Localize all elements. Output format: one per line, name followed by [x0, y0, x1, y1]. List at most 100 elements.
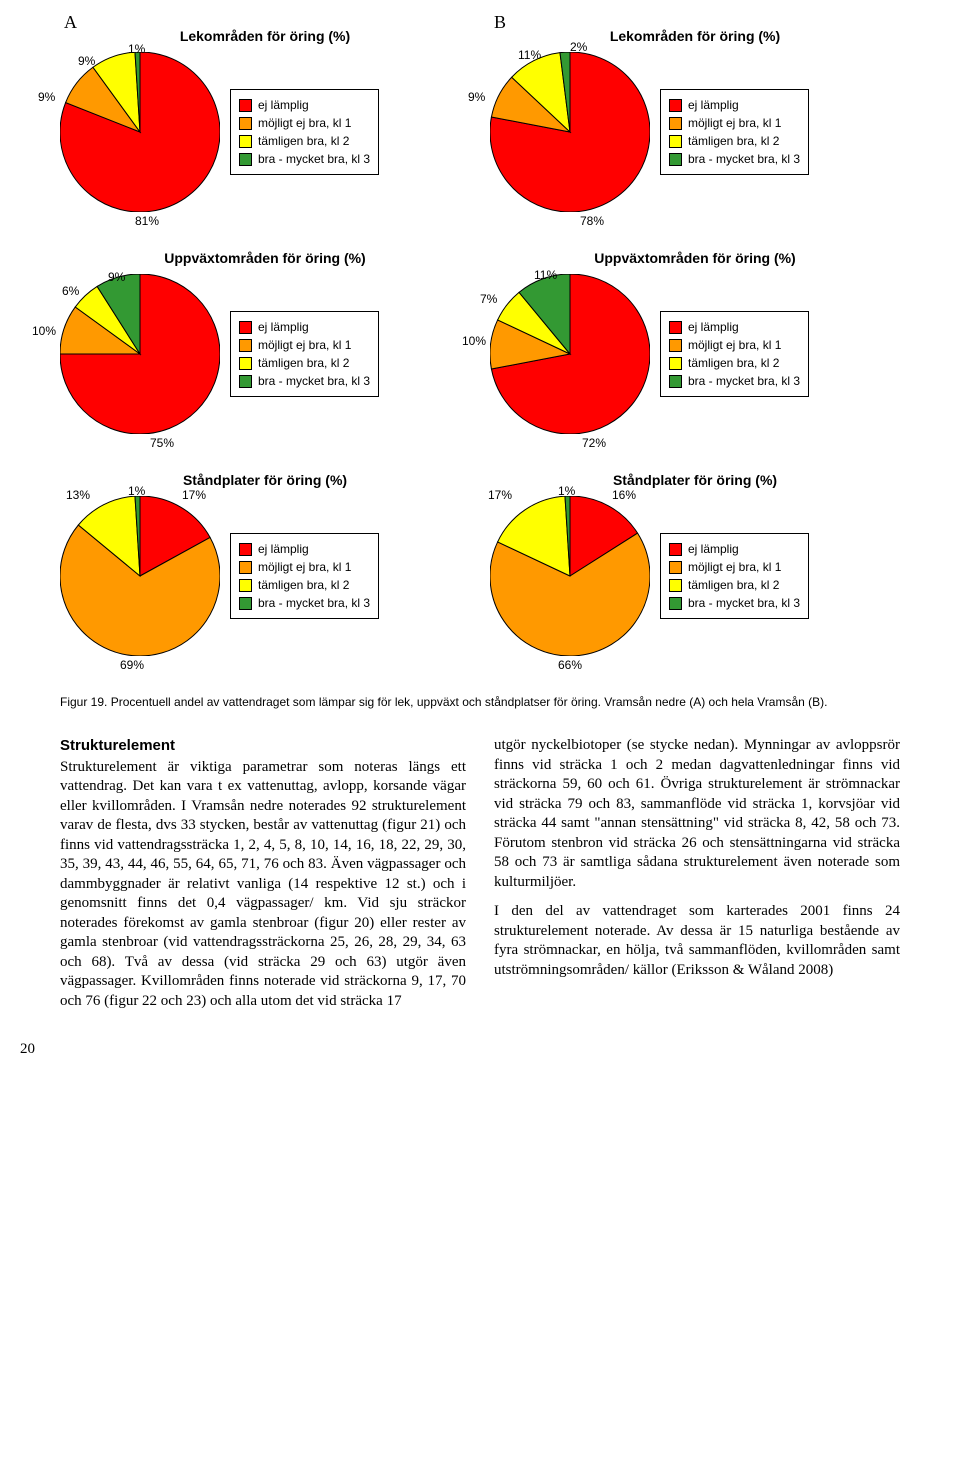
legend: ej lämpligmöjligt ej bra, kl 1tämligen b…: [660, 89, 809, 175]
legend-item: ej lämplig: [669, 318, 800, 336]
pct-label: 1%: [128, 42, 145, 56]
pct-label: 9%: [108, 270, 125, 284]
column-label: A: [64, 12, 77, 33]
legend-item: ej lämplig: [239, 96, 370, 114]
legend-label: ej lämplig: [258, 96, 309, 114]
chart-body: 16%66%17%1%ej lämpligmöjligt ej bra, kl …: [490, 496, 900, 656]
legend-label: ej lämplig: [258, 540, 309, 558]
legend-item: bra - mycket bra, kl 3: [669, 372, 800, 390]
legend-swatch: [239, 375, 252, 388]
legend: ej lämpligmöjligt ej bra, kl 1tämligen b…: [230, 311, 379, 397]
legend: ej lämpligmöjligt ej bra, kl 1tämligen b…: [230, 89, 379, 175]
chart-cell: BLekområden för öring (%)78%9%11%2%ej lä…: [490, 20, 900, 232]
legend-item: tämligen bra, kl 2: [239, 354, 370, 372]
pct-label: 9%: [468, 90, 485, 104]
legend-label: bra - mycket bra, kl 3: [258, 150, 370, 168]
chart-title: Uppväxtområden för öring (%): [490, 250, 900, 266]
legend-label: bra - mycket bra, kl 3: [688, 150, 800, 168]
legend-swatch: [239, 339, 252, 352]
legend-swatch: [669, 99, 682, 112]
chart-cell: Ståndplater för öring (%)17%69%13%1%ej l…: [60, 464, 470, 676]
legend-label: möjligt ej bra, kl 1: [258, 114, 351, 132]
legend-item: ej lämplig: [239, 540, 370, 558]
pct-label: 13%: [66, 488, 90, 502]
legend-item: ej lämplig: [239, 318, 370, 336]
pct-label: 81%: [135, 214, 159, 228]
chart-title: Uppväxtområden för öring (%): [60, 250, 470, 266]
pie-chart: [60, 274, 220, 434]
legend-item: tämligen bra, kl 2: [239, 132, 370, 150]
legend-swatch: [669, 135, 682, 148]
legend-item: bra - mycket bra, kl 3: [239, 594, 370, 612]
chart-body: 75%10%6%9%ej lämpligmöjligt ej bra, kl 1…: [60, 274, 470, 434]
chart-cell: Uppväxtområden för öring (%)75%10%6%9%ej…: [60, 242, 470, 454]
paragraph: utgör nyckelbiotoper (se stycke nedan). …: [494, 736, 900, 892]
legend-item: tämligen bra, kl 2: [669, 576, 800, 594]
legend-label: ej lämplig: [688, 318, 739, 336]
legend-item: bra - mycket bra, kl 3: [239, 150, 370, 168]
legend-swatch: [669, 153, 682, 166]
pie-wrap: 17%69%13%1%: [60, 496, 220, 656]
pie-wrap: 78%9%11%2%: [490, 52, 650, 212]
legend-label: möjligt ej bra, kl 1: [688, 114, 781, 132]
legend-item: möjligt ej bra, kl 1: [239, 558, 370, 576]
pct-label: 69%: [120, 658, 144, 672]
chart-body: 17%69%13%1%ej lämpligmöjligt ej bra, kl …: [60, 496, 470, 656]
legend-label: bra - mycket bra, kl 3: [258, 372, 370, 390]
legend-label: tämligen bra, kl 2: [688, 576, 779, 594]
chart-title: Lekområden för öring (%): [490, 28, 900, 44]
legend-label: möjligt ej bra, kl 1: [258, 336, 351, 354]
legend-swatch: [239, 135, 252, 148]
legend-swatch: [669, 543, 682, 556]
pct-label: 1%: [128, 484, 145, 498]
pct-label: 2%: [570, 40, 587, 54]
section-title: Strukturelement: [60, 736, 466, 756]
legend-swatch: [239, 99, 252, 112]
pct-label: 11%: [518, 48, 541, 62]
legend-swatch: [239, 321, 252, 334]
legend-item: tämligen bra, kl 2: [669, 354, 800, 372]
pie-chart: [60, 496, 220, 656]
legend-swatch: [239, 579, 252, 592]
legend-label: tämligen bra, kl 2: [258, 576, 349, 594]
legend-swatch: [669, 597, 682, 610]
pct-label: 17%: [488, 488, 512, 502]
pct-label: 16%: [612, 488, 636, 502]
legend-label: ej lämplig: [258, 318, 309, 336]
pie-wrap: 75%10%6%9%: [60, 274, 220, 434]
legend-label: bra - mycket bra, kl 3: [688, 594, 800, 612]
chart-title: Lekområden för öring (%): [60, 28, 470, 44]
legend-item: ej lämplig: [669, 96, 800, 114]
legend-swatch: [669, 357, 682, 370]
chart-cell: Ståndplater för öring (%)16%66%17%1%ej l…: [490, 464, 900, 676]
legend-swatch: [239, 597, 252, 610]
column-label: B: [494, 12, 506, 33]
chart-body: 78%9%11%2%ej lämpligmöjligt ej bra, kl 1…: [490, 52, 900, 212]
pie-chart: [490, 274, 650, 434]
legend: ej lämpligmöjligt ej bra, kl 1tämligen b…: [230, 533, 379, 619]
figure-caption: Figur 19. Procentuell andel av vattendra…: [60, 694, 900, 710]
legend-label: bra - mycket bra, kl 3: [688, 372, 800, 390]
legend-label: ej lämplig: [688, 540, 739, 558]
legend-item: möjligt ej bra, kl 1: [239, 114, 370, 132]
pie-wrap: 72%10%7%11%: [490, 274, 650, 434]
legend-swatch: [239, 357, 252, 370]
legend-swatch: [669, 375, 682, 388]
legend-swatch: [669, 561, 682, 574]
pct-label: 78%: [580, 214, 604, 228]
pct-label: 66%: [558, 658, 582, 672]
pct-label: 9%: [78, 54, 95, 68]
legend-item: ej lämplig: [669, 540, 800, 558]
page-number: 20: [20, 1041, 900, 1058]
pct-label: 6%: [62, 284, 79, 298]
paragraph: Strukturelement är viktiga parametrar so…: [60, 758, 466, 1012]
legend-item: tämligen bra, kl 2: [669, 132, 800, 150]
legend-label: ej lämplig: [688, 96, 739, 114]
pct-label: 7%: [480, 292, 497, 306]
pct-label: 17%: [182, 488, 206, 502]
legend-swatch: [239, 153, 252, 166]
legend-label: möjligt ej bra, kl 1: [258, 558, 351, 576]
chart-title: Ståndplater för öring (%): [60, 472, 470, 488]
pct-label: 10%: [32, 324, 56, 338]
legend-swatch: [669, 339, 682, 352]
